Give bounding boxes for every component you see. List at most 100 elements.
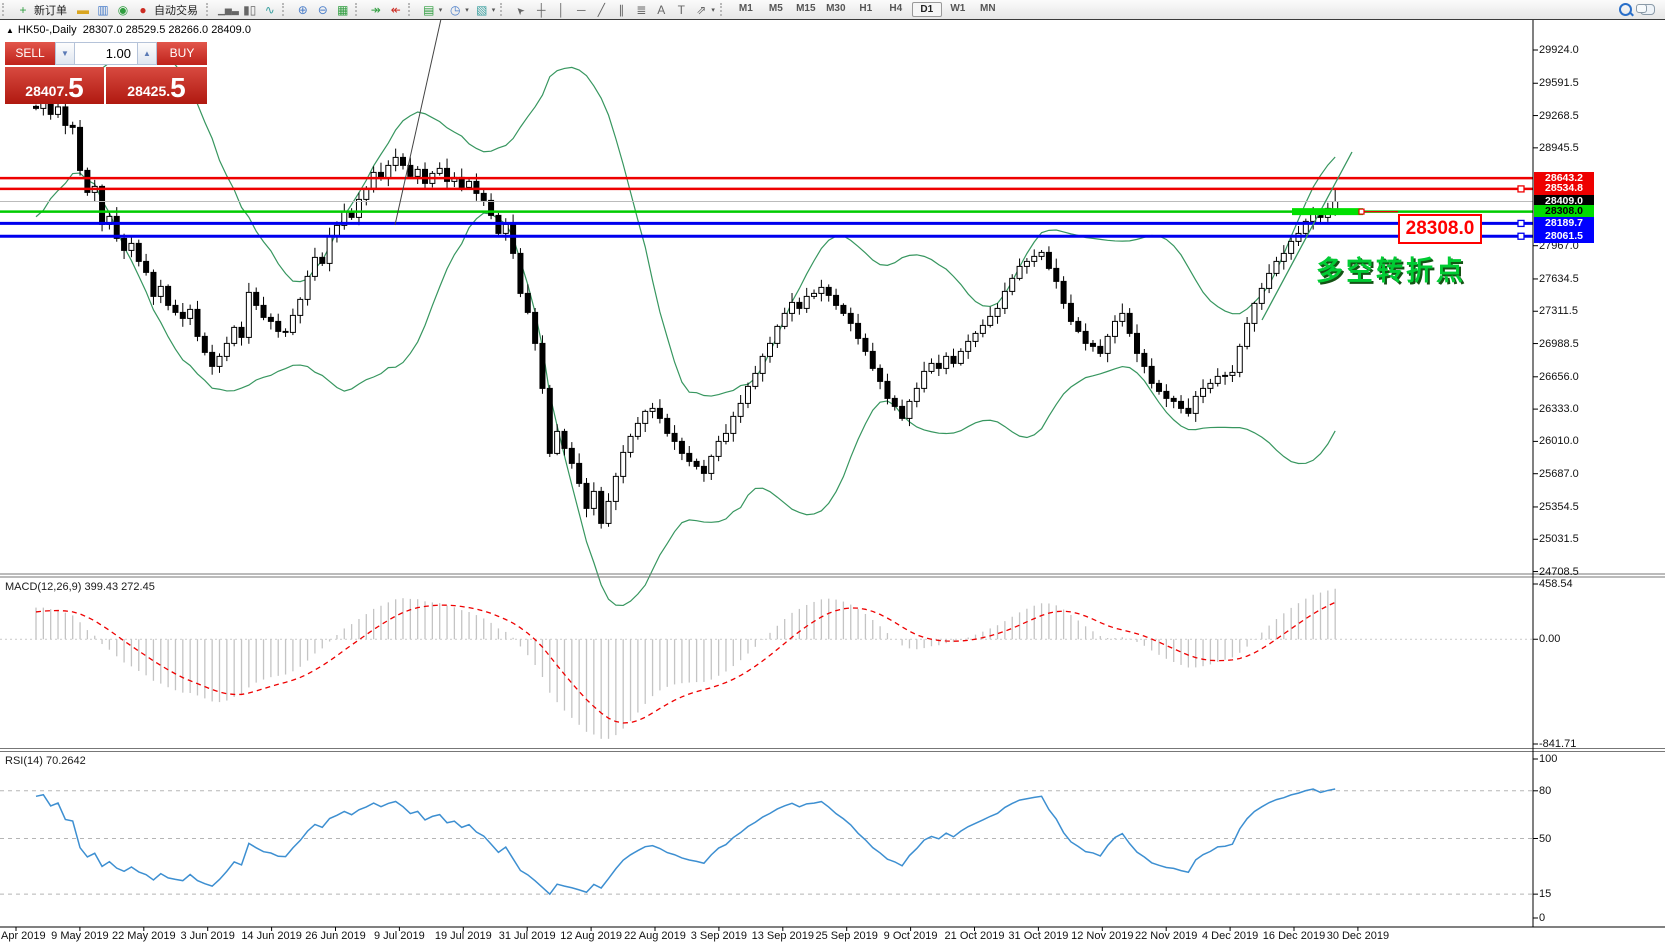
timeframe-button-M30[interactable]: M30	[826, 3, 846, 14]
date-axis-tick: 14 Jun 2019	[241, 930, 302, 942]
price-axis-tick: 29924.0	[1539, 44, 1579, 56]
macd-axis-tick: -841.71	[1539, 738, 1577, 750]
price-level-badge: 28534.8	[1534, 182, 1594, 196]
macd-indicator-label: MACD(12,26,9) 399.43 272.45	[5, 581, 155, 593]
toolbar-grip	[281, 3, 289, 16]
timeframe-button-M15[interactable]: M15	[796, 3, 816, 14]
price-chart-svg[interactable]	[0, 20, 1665, 943]
volume-input[interactable]: 1.00	[75, 42, 137, 65]
date-axis-tick: 22 Aug 2019	[624, 930, 686, 942]
trendline-icon[interactable]: ╱	[597, 2, 605, 17]
buy-price-button[interactable]: 28425. 5	[106, 67, 207, 104]
text-label-icon[interactable]: T	[677, 2, 685, 17]
macd-axis-tick: 0.00	[1539, 633, 1561, 646]
macd-axis-tick: 458.54	[1539, 578, 1573, 590]
new-chart-icon[interactable]: ▤	[423, 2, 435, 17]
timeframe-button-D1[interactable]: D1	[911, 2, 942, 17]
toolbar-grip	[407, 3, 415, 16]
gold-bar-icon[interactable]: ▬	[77, 2, 89, 17]
toolbar-grip	[719, 3, 727, 16]
chart-symbol-period: HK50-,Daily	[17, 24, 77, 36]
date-axis-tick: 26 Jun 2019	[305, 930, 366, 942]
price-axis-tick: 26010.0	[1539, 435, 1579, 448]
chart-window: ▲ HK50-,Daily 28307.0 28529.5 28266.0 284…	[0, 20, 1665, 943]
date-axis-tick: 31 Jul 2019	[498, 930, 556, 942]
autotrade-icon[interactable]: ●	[139, 2, 147, 17]
price-level-badge: 28409.0	[1534, 195, 1594, 208]
chevron-up-icon: ▲	[143, 49, 151, 58]
sell-price-button[interactable]: 28407. 5	[5, 67, 104, 104]
chart-profile-icon[interactable]: ▧	[476, 2, 488, 17]
zoom-in-icon[interactable]: ⊕	[297, 2, 308, 17]
new-order-icon[interactable]: +	[19, 2, 27, 17]
price-level-badge: 28643.2	[1534, 171, 1594, 185]
horizontal-line-icon[interactable]: ─	[577, 2, 586, 17]
price-axis-tick: 29268.5	[1539, 109, 1579, 122]
chat-icon[interactable]	[1636, 4, 1655, 15]
timeframe-button-M1[interactable]: M1	[738, 3, 753, 14]
timeframe-button-H4[interactable]: H4	[889, 3, 903, 14]
collapse-triangle-icon[interactable]: ▲	[6, 26, 14, 35]
buy-price-main: 28425.	[127, 83, 171, 99]
arrows-icon[interactable]: ⇗	[696, 2, 707, 17]
timeframe-button-H1[interactable]: H1	[859, 3, 873, 14]
price-axis-tick: 25031.5	[1539, 533, 1579, 546]
rsi-axis-tick: 100	[1539, 753, 1558, 765]
chevron-down-icon: ▼	[61, 49, 69, 58]
price-axis-tick: 24708.5	[1539, 565, 1579, 578]
terminal-icon[interactable]: ▥	[97, 2, 109, 17]
vertical-line-icon[interactable]: │	[557, 2, 566, 17]
timeframe-button-M5[interactable]: M5	[768, 3, 783, 14]
date-axis-tick: 22 Nov 2019	[1134, 930, 1198, 942]
rsi-axis-tick: 50	[1539, 832, 1552, 845]
price-axis-tick: 26656.0	[1539, 370, 1579, 383]
line-chart-icon[interactable]: ∿	[264, 2, 275, 17]
chevron-down-icon[interactable]: ▾	[465, 6, 469, 14]
timeframe-button-W1[interactable]: W1	[950, 3, 966, 14]
date-axis-tick: 3 Jun 2019	[180, 930, 235, 942]
date-axis-tick: 26 Apr 2019	[0, 930, 46, 942]
chart-annotation-text: 多空转折点	[1316, 256, 1466, 286]
toolbar: + 新订单 ▬ ▥ ◉ ● 自动交易 ▁▅▃ ▮▯ ∿ ⊕ ⊖ ▦ ↠ ↞ ▤ …	[0, 0, 1665, 20]
price-axis-tick: 28945.5	[1539, 141, 1579, 154]
date-axis-tick: 30 Dec 2019	[1326, 930, 1390, 942]
autotrade-button[interactable]: 自动交易	[154, 4, 198, 17]
price-level-badge: 28061.5	[1534, 229, 1594, 243]
chart-shift-icon[interactable]: ↞	[390, 2, 401, 17]
candlestick-chart-icon[interactable]: ▮▯	[243, 2, 257, 17]
date-axis-tick: 12 Nov 2019	[1071, 930, 1134, 942]
timeframe-button-MN[interactable]: MN	[980, 3, 996, 14]
date-axis-tick: 13 Sep 2019	[751, 930, 814, 942]
period-clock-icon[interactable]: ◷	[450, 2, 461, 17]
date-axis-tick: 9 Jul 2019	[374, 930, 425, 942]
channel-icon[interactable]: ∥	[618, 2, 625, 17]
toolbar-grip	[206, 3, 213, 16]
date-axis-tick: 4 Dec 2019	[1201, 930, 1259, 942]
buy-price-pip: 5	[170, 72, 186, 103]
date-axis-tick: 25 Sep 2019	[815, 930, 878, 942]
price-axis-tick: 26988.5	[1539, 337, 1579, 350]
bar-chart-icon[interactable]: ▁▅▃	[218, 4, 239, 15]
new-order-button[interactable]: 新订单	[34, 4, 67, 17]
rsi-axis-tick: 0	[1539, 912, 1546, 924]
volume-increase-button[interactable]: ▲	[137, 42, 157, 65]
volume-decrease-button[interactable]: ▼	[55, 42, 75, 65]
sell-button[interactable]: SELL	[5, 42, 55, 65]
rsi-axis-tick: 15	[1539, 888, 1552, 901]
tile-windows-icon[interactable]: ▦	[337, 2, 349, 17]
text-icon[interactable]: A	[657, 2, 666, 17]
crosshair-icon[interactable]: ┼	[537, 2, 546, 17]
signal-icon[interactable]: ◉	[117, 2, 129, 17]
chevron-down-icon[interactable]: ▾	[491, 6, 496, 14]
fibonacci-icon[interactable]: ≣	[636, 2, 647, 17]
chevron-down-icon[interactable]: ▾	[438, 6, 443, 14]
auto-scroll-icon[interactable]: ↠	[370, 2, 381, 17]
price-axis-tick: 27634.5	[1539, 272, 1579, 285]
toolbar-grip	[2, 3, 9, 16]
date-axis-tick: 12 Aug 2019	[560, 930, 622, 942]
search-icon[interactable]	[1619, 3, 1632, 16]
buy-button[interactable]: BUY	[157, 42, 207, 65]
chevron-down-icon[interactable]: ▾	[711, 6, 715, 14]
price-callout-box[interactable]: 28308.0	[1398, 214, 1482, 244]
zoom-out-icon[interactable]: ⊖	[317, 2, 328, 17]
